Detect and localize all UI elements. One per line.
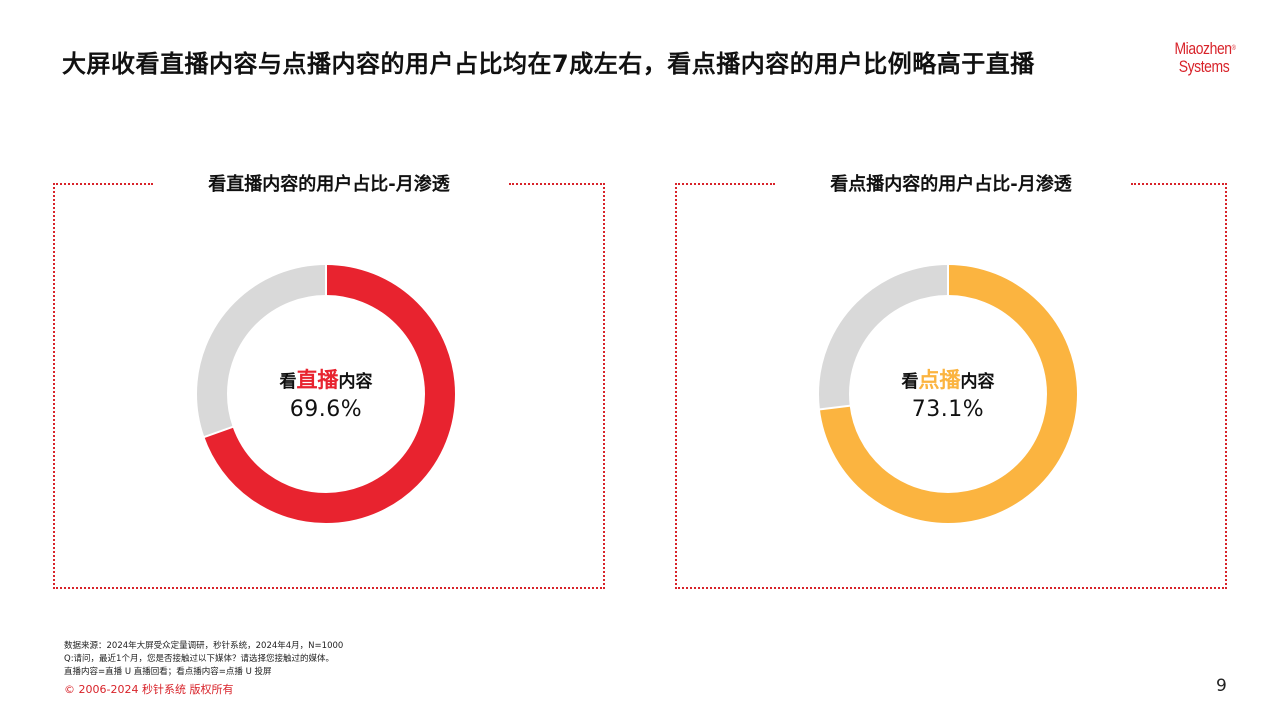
footnote: 数据来源：2024年大屏受众定量调研，秒针系统，2024年4月，N=1000 Q… xyxy=(64,640,343,679)
footnote-source: 数据来源：2024年大屏受众定量调研，秒针系统，2024年4月，N=1000 xyxy=(64,641,344,651)
vod-content-panel: 看点播内容的用户占比-月渗透 看点播内容 73.1% xyxy=(675,174,1227,589)
vod-panel-title: 看点播内容的用户占比-月渗透 xyxy=(830,174,1072,195)
live-panel-title: 看直播内容的用户占比-月渗透 xyxy=(208,174,450,195)
donut-slice-separator xyxy=(818,404,851,411)
footnote-definition: 直播内容=直播 U 直播回看；看点播内容=点播 U 投屏 xyxy=(64,667,272,677)
live-content-panel: 看直播内容的用户占比-月渗透 看直播内容 69.6% xyxy=(53,174,605,589)
footnote-question: Q:请问，最近1个月，您是否接触过以下媒体？请选择您接触过的媒体。 xyxy=(64,654,334,664)
donut-slice-separator xyxy=(203,425,234,439)
page-title: 大屏收看直播内容与点播内容的用户占比均在7成左右，看点播内容的用户比例略高于直播 xyxy=(62,50,1035,78)
copyright: © 2006-2024 秒针系统 版权所有 xyxy=(64,683,234,696)
live-donut-chart xyxy=(197,264,455,523)
vod-donut-chart xyxy=(818,264,1077,523)
page-number: 9 xyxy=(1216,676,1227,696)
miaozhen-logo: Miaozhen® Systems xyxy=(1174,39,1236,76)
